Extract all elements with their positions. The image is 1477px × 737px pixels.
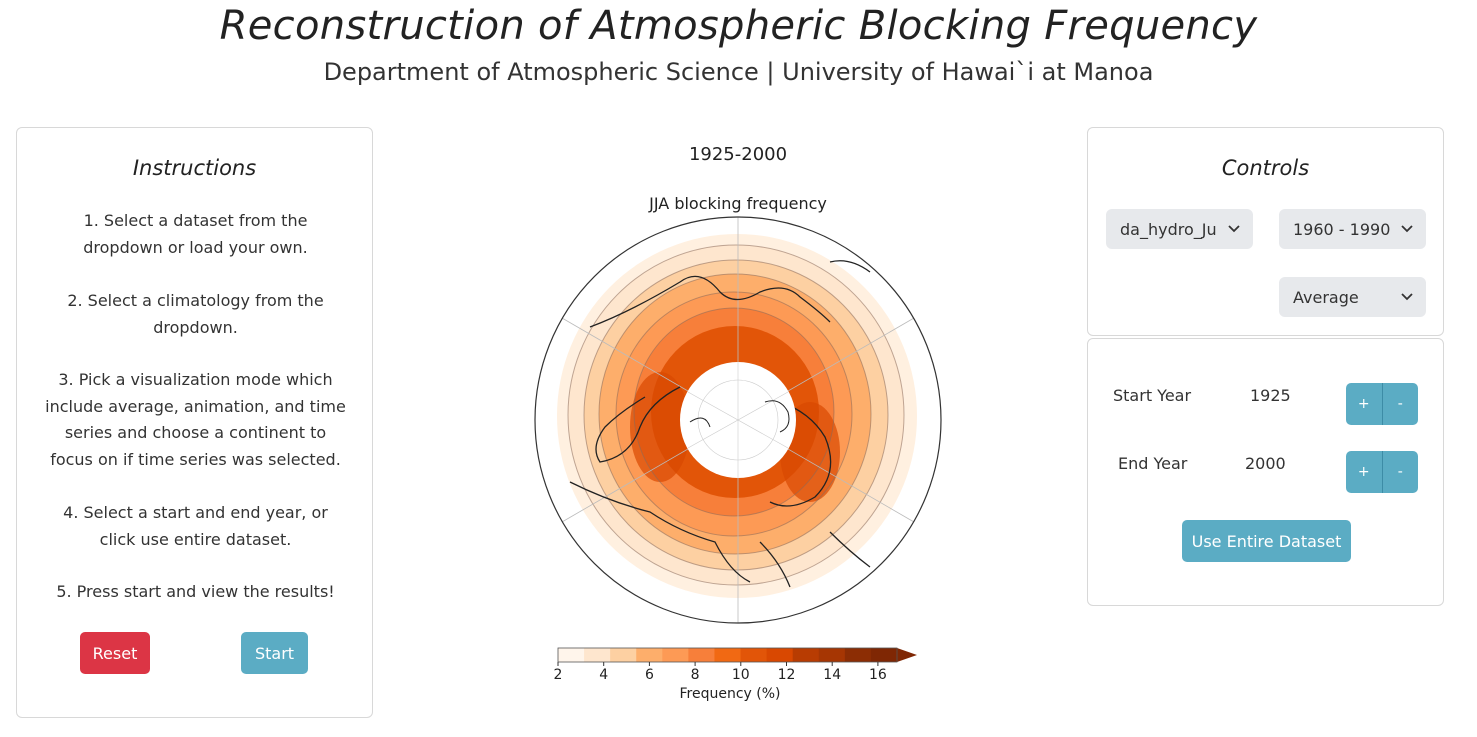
colorbar-label: Frequency (%) bbox=[679, 686, 780, 702]
reset-button[interactable]: Reset bbox=[80, 632, 150, 674]
chevron-down-icon bbox=[1401, 293, 1413, 301]
start-year-value: 1925 bbox=[1250, 386, 1291, 405]
colorbar-tick-label: 14 bbox=[823, 667, 841, 683]
colorbar-cell bbox=[584, 648, 611, 662]
colorbar-cell bbox=[662, 648, 689, 662]
colorbar-cell bbox=[558, 648, 585, 662]
page-subtitle: Department of Atmospheric Science | Univ… bbox=[323, 58, 1154, 86]
polar-blocking-map bbox=[534, 216, 942, 624]
colorbar-cell bbox=[792, 648, 820, 662]
start-year-stepper: + - bbox=[1346, 383, 1418, 425]
colorbar-extend-arrow bbox=[897, 648, 917, 662]
instruction-step-5: 5. Press start and view the results! bbox=[56, 582, 335, 601]
dataset-select[interactable]: da_hydro_Ju bbox=[1106, 209, 1253, 249]
year-range-panel: Start Year 1925 + - End Year 2000 + - Us… bbox=[1087, 338, 1444, 606]
end-year-plus-button[interactable]: + bbox=[1357, 464, 1370, 480]
colorbar-tick-label: 8 bbox=[691, 667, 700, 683]
mode-select-value: Average bbox=[1293, 287, 1359, 307]
colorbar-cell bbox=[636, 648, 663, 662]
start-year-label: Start Year bbox=[1113, 386, 1192, 405]
controls-title: Controls bbox=[1221, 156, 1310, 180]
mode-select[interactable]: Average bbox=[1279, 277, 1426, 317]
start-year-minus-button[interactable]: - bbox=[1397, 396, 1403, 412]
use-entire-dataset-button[interactable]: Use Entire Dataset bbox=[1182, 520, 1351, 562]
colorbar-cell bbox=[818, 648, 846, 662]
start-year-plus-button[interactable]: + bbox=[1357, 396, 1370, 412]
colorbar-tick-label: 12 bbox=[778, 667, 796, 683]
colorbar-tick-label: 16 bbox=[869, 667, 887, 683]
colorbar-frame bbox=[557, 647, 898, 663]
map-border bbox=[534, 216, 942, 624]
colorbar-cell bbox=[844, 648, 872, 662]
start-button[interactable]: Start bbox=[241, 632, 308, 674]
dataset-select-value: da_hydro_Ju bbox=[1120, 219, 1217, 239]
instruction-step-3: 3. Pick a visualization mode which inclu… bbox=[45, 370, 346, 469]
end-year-stepper: + - bbox=[1346, 451, 1418, 493]
colorbar-cell bbox=[740, 648, 768, 662]
chevron-down-icon bbox=[1228, 225, 1240, 233]
instructions-panel: Instructions 1. Select a dataset from th… bbox=[16, 127, 373, 718]
page-title: Reconstruction of Atmospheric Blocking F… bbox=[219, 3, 1258, 49]
colorbar-cell bbox=[610, 648, 637, 662]
end-year-label: End Year bbox=[1118, 454, 1188, 473]
colorbar-tick-label: 2 bbox=[554, 667, 563, 683]
colorbar-tick-label: 4 bbox=[599, 667, 608, 683]
instructions-title: Instructions bbox=[132, 156, 257, 180]
frequency-colorbar: 2 4 6 8 10 12 14 16 Frequency (%) bbox=[554, 647, 917, 702]
colorbar-cell bbox=[714, 648, 742, 662]
instruction-step-2: 2. Select a climatology from the dropdow… bbox=[67, 291, 324, 337]
end-year-minus-button[interactable]: - bbox=[1397, 464, 1403, 480]
colorbar-tick-label: 10 bbox=[732, 667, 750, 683]
frequency-max-west bbox=[630, 372, 690, 482]
colorbar-cell bbox=[688, 648, 715, 662]
colorbar-cell bbox=[766, 648, 794, 662]
map-title: JJA blocking frequency bbox=[649, 194, 827, 213]
instruction-step-4: 4. Select a start and end year, or click… bbox=[63, 503, 328, 549]
colorbar-tick-label: 6 bbox=[645, 667, 654, 683]
controls-panel: Controls da_hydro_Ju 1960 - 1990 Average bbox=[1087, 127, 1444, 336]
climatology-select-value: 1960 - 1990 bbox=[1293, 219, 1391, 239]
period-label: 1925-2000 bbox=[688, 144, 788, 165]
instruction-step-1: 1. Select a dataset from the dropdown or… bbox=[83, 211, 308, 257]
climatology-select[interactable]: 1960 - 1990 bbox=[1279, 209, 1426, 249]
end-year-value: 2000 bbox=[1245, 454, 1286, 473]
chevron-down-icon bbox=[1401, 225, 1413, 233]
colorbar-cell bbox=[870, 648, 898, 662]
